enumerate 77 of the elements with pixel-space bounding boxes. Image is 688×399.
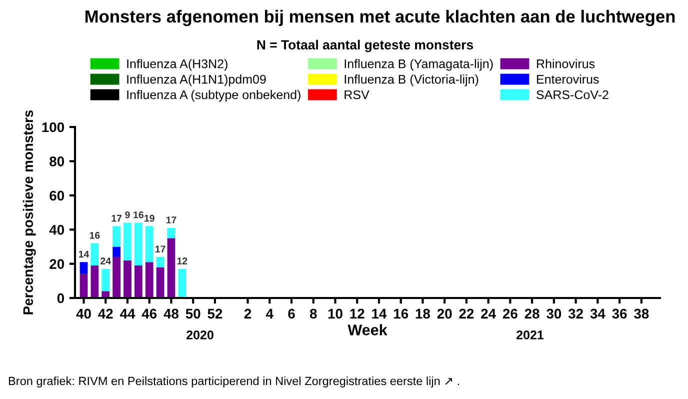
x-tick-label: 40 [76, 308, 91, 319]
annotation: 17 [166, 216, 176, 224]
x-tick-label: 24 [481, 308, 496, 318]
x-tick-label: 4 [266, 308, 274, 318]
bar [80, 262, 88, 274]
x-axis-title: Week [348, 324, 388, 336]
bar [145, 226, 154, 262]
x-tick-label: 36 [612, 308, 627, 319]
y-axis-title: Percentage positieve monsters [22, 110, 36, 314]
y-tick-label: 80 [50, 156, 64, 166]
annotation: 14 [78, 250, 90, 258]
y-tick-label: 20 [50, 259, 64, 269]
x-tick-label: 46 [142, 308, 157, 319]
bar [90, 243, 99, 266]
y-tick-label: 60 [50, 190, 64, 201]
x-tick-label: 26 [502, 308, 518, 319]
legend-label: Influenza A (subtype onbekend) [127, 90, 300, 102]
legend-label: SARS-CoV-2 [536, 90, 608, 100]
x-tick-label: 30 [546, 308, 562, 319]
bar [134, 222, 142, 266]
legend-label: Influenza B (Victoria-lijn) [344, 74, 478, 86]
text: Bron grafiek: RIVM en Peilstations participerend in Nivel Zorgregistraties eerste lijn ↗ . [8, 376, 460, 388]
bar [156, 267, 164, 298]
y-tick-label: 0 [57, 293, 64, 304]
annotation: 19 [144, 214, 154, 222]
chart-subtitle: N = Totaal aantal geteste monsters [257, 40, 474, 52]
x-tick-label: 34 [590, 308, 606, 319]
x-tick-label: 10 [328, 308, 342, 319]
bar [124, 222, 132, 260]
annotation: 16 [134, 211, 144, 218]
bar [134, 266, 142, 298]
legend-label: Influenza A(H1N1)pdm09 [127, 74, 266, 86]
bar [90, 266, 99, 298]
bar [145, 262, 154, 298]
text: 2021 [516, 330, 544, 340]
bar [167, 228, 176, 238]
bar [124, 260, 132, 298]
annotation: 17 [112, 214, 122, 222]
x-tick-label: 8 [310, 308, 317, 319]
bar [167, 238, 176, 298]
x-tick-label: 50 [186, 308, 200, 319]
bar [80, 274, 88, 298]
x-tick-label: 32 [568, 308, 583, 319]
x-tick-label: 6 [288, 308, 295, 319]
chart-title: Monsters afgenomen bij mensen met acute klachten aan de luchtwegen [85, 10, 675, 26]
bar [156, 256, 164, 268]
x-tick-label: 20 [437, 308, 452, 319]
annotation: 24 [100, 258, 111, 264]
x-tick-label: 14 [372, 308, 387, 318]
bar [102, 268, 110, 292]
x-tick-label: 28 [524, 308, 540, 319]
annotation: 16 [90, 232, 100, 239]
annotation: 9 [125, 211, 130, 218]
legend-label: Influenza A(H3N2) [127, 59, 228, 71]
x-tick-label: 16 [394, 308, 408, 319]
legend-label: Influenza B (Yamagata-lijn) [344, 59, 493, 71]
legend-label: RSV [344, 90, 370, 100]
y-tick-label: 100 [42, 122, 64, 132]
bar [178, 268, 186, 298]
legend-label: Enterovirus [537, 74, 599, 84]
x-tick-label: 42 [98, 308, 113, 318]
x-tick-label: 38 [634, 308, 649, 319]
x-tick-label: 2 [244, 308, 252, 318]
text: 2020 [186, 330, 214, 340]
x-tick-label: 12 [350, 308, 364, 318]
y-tick-label: 40 [49, 224, 64, 235]
x-tick-label: 44 [120, 308, 136, 318]
bar [112, 256, 120, 298]
annotation: 12 [177, 258, 188, 264]
x-tick-label: 52 [208, 308, 222, 319]
x-tick-label: 48 [164, 308, 179, 319]
legend-label: Rhinovirus [537, 59, 595, 68]
x-tick-label: 22 [459, 308, 474, 318]
bar [112, 226, 120, 247]
bar [112, 246, 120, 257]
x-tick-label: 18 [416, 308, 430, 319]
annotation: 17 [155, 246, 166, 252]
